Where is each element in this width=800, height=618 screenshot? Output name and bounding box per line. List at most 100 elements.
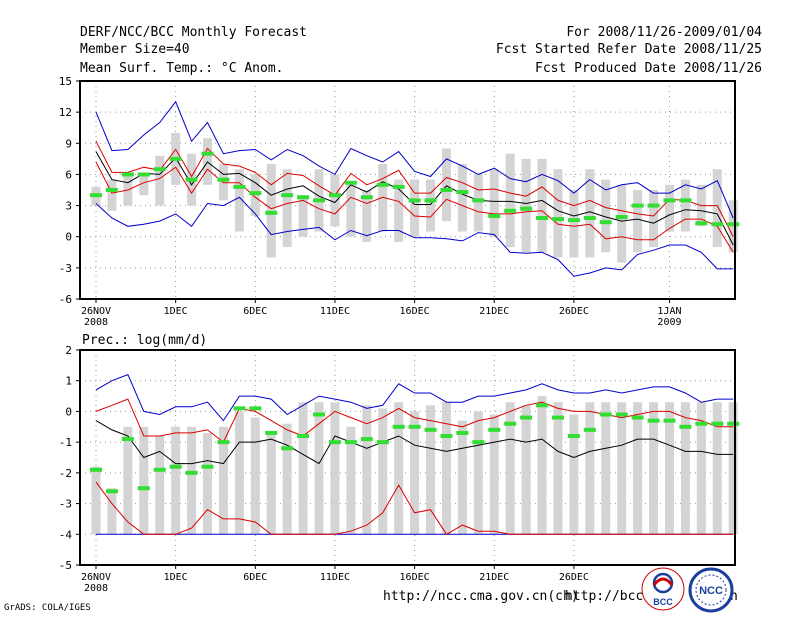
ensemble-box [250,174,260,216]
y-tick-label: -2 [59,467,72,480]
ensemble-box [410,411,420,535]
x-tick-label: 6DEC [243,572,267,583]
observed-marker [583,216,596,221]
ensemble-box [139,426,149,535]
observed-marker [695,221,708,226]
bcc-logo-text: BCC [653,597,673,607]
ensemble-box [680,402,690,535]
ensemble-box [91,466,101,535]
lower-percentile-line [95,481,734,535]
y-tick-label: -3 [59,498,72,511]
ensemble-box [426,405,436,535]
max-line [95,373,734,422]
ensemble-box [601,179,611,253]
grads-credit: GrADS: COLA/IGES [4,603,91,613]
x-tick-label: 26NOV [81,572,111,583]
x-tick-label: 16DEC [400,306,430,317]
observed-marker [456,190,469,195]
ensemble-box [346,426,356,535]
observed-marker [663,418,676,423]
ensemble-box [266,432,276,535]
observed-marker [121,437,134,442]
ncc-logo-text: NCC [699,585,723,597]
observed-marker [105,188,118,192]
ensemble-box [473,411,483,535]
bcc-logo: BCC [641,567,685,611]
chart-title: DERF/NCC/BCC Monthly Forecast [80,25,307,40]
ensemble-box [298,195,308,237]
observed-marker [631,415,644,420]
ensemble-box [649,190,659,248]
x-tick-label: 1JAN [657,306,681,317]
lower-percentile-line [95,161,734,253]
ensemble-box [187,426,197,535]
observed-marker [472,440,485,445]
ensemble-box [410,179,420,237]
panel-label: Prec.: log(mm/d) [82,333,207,348]
ensemble-box [203,432,213,535]
url-bcc[interactable]: http://bcc.c [565,589,659,604]
ensemble-box [394,402,404,535]
x-tick-label: 26NOV [81,306,111,317]
x-tick-label: 26DEC [559,572,589,583]
observed-marker [153,167,166,172]
observed-marker [456,430,469,435]
observed-marker [408,424,421,429]
ensemble-box [298,402,308,535]
x-tick-sublabel: 2008 [84,583,108,594]
ensemble-box [489,169,499,237]
ensemble-box [617,184,627,263]
observed-marker [615,214,628,219]
ensemble-box [473,174,483,232]
observed-marker [567,434,580,438]
x-tick-label: 26DEC [559,306,589,317]
ensemble-box [155,155,165,206]
x-tick-label: 11DEC [320,306,350,317]
observed-marker [440,434,453,438]
observed-marker [488,213,501,218]
ensemble-box [346,184,356,237]
observed-marker [297,195,310,200]
url-bcc-tail[interactable]: n [730,589,738,604]
refer-date: Fcst Started Refer Date 2008/11/25 [495,42,762,57]
max-line [95,100,734,219]
observed-marker [201,464,214,469]
forecast-period: For 2008/11/26-2009/01/04 [566,25,762,40]
observed-marker [217,440,230,445]
ensemble-box [266,164,276,258]
observed-marker [169,464,182,469]
x-tick-label: 11DEC [320,572,350,583]
y-tick-label: 1 [65,375,72,388]
ensemble-box [728,402,738,535]
x-tick-label: 1DEC [164,306,188,317]
y-tick-label: -4 [59,528,73,541]
observed-marker [472,198,485,203]
url-ncc[interactable]: http://ncc.cma.gov.cn(ch) [383,589,579,604]
observed-marker [679,424,692,429]
ensemble-box [585,402,595,535]
y-tick-label: 9 [65,137,72,150]
observed-marker [520,415,533,420]
y-tick-label: 15 [59,75,72,88]
observed-marker [105,489,118,494]
ensemble-mean-line [95,151,734,246]
observed-marker [360,437,373,442]
observed-marker [121,172,134,177]
y-tick-label: 0 [65,405,72,418]
y-tick-label: -6 [59,293,72,306]
ensemble-box [664,184,674,232]
observed-marker [249,191,262,196]
ensemble-box [521,158,531,253]
member-size: Member Size=40 [80,42,190,57]
x-tick-label: 21DEC [479,306,509,317]
ensemble-box [107,179,117,211]
observed-marker [392,424,405,429]
observed-marker [440,188,453,192]
ensemble-box [330,174,340,227]
observed-marker [647,203,660,208]
ensemble-box [680,179,690,232]
y-tick-label: 12 [59,106,72,119]
observed-marker [599,412,612,417]
